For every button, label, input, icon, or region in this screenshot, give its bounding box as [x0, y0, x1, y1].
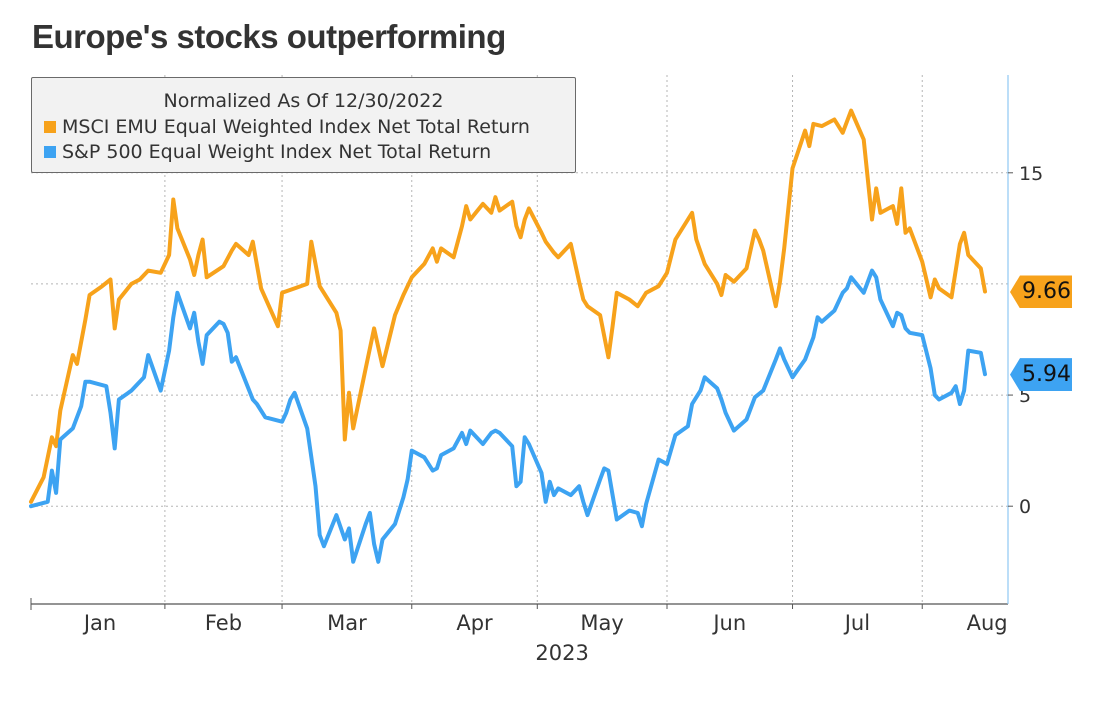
- series-line-msci: [29, 108, 987, 504]
- legend-title: Normalized As Of 12/30/2022: [163, 90, 444, 112]
- legend-label-sp500: S&P 500 Equal Weight Index Net Total Ret…: [62, 141, 492, 163]
- x-tick-label: Feb: [205, 611, 242, 635]
- x-tick-label: May: [580, 611, 623, 635]
- chart-title: Europe's stocks outperforming: [32, 18, 506, 55]
- legend-item-msci: MSCI EMU Equal Weighted Index Net Total …: [44, 115, 530, 139]
- last-value-tag-msci: 9.66: [1010, 275, 1072, 309]
- x-axis-label: 2023: [535, 641, 588, 665]
- last-value-tag-sp500: 5.94: [1010, 358, 1072, 392]
- legend-swatch-sp500: [44, 146, 56, 158]
- chart-axes: [30, 75, 1013, 610]
- x-tick-label: Mar: [327, 611, 367, 635]
- series-line-sp500: [29, 268, 987, 564]
- x-tick-label: Aug: [967, 611, 1008, 635]
- legend-swatch-msci: [44, 121, 56, 133]
- legend-item-sp500: S&P 500 Equal Weight Index Net Total Ret…: [44, 140, 491, 164]
- y-tick-label: 0: [1019, 496, 1031, 518]
- x-tick-label: Apr: [456, 611, 493, 635]
- x-tick-label: Jan: [82, 611, 116, 635]
- x-tick-label: Jun: [711, 611, 746, 635]
- series-lines: [29, 108, 987, 564]
- x-tick-label: Jul: [843, 611, 870, 635]
- y-tick-label: 15: [1019, 163, 1043, 185]
- grid-lines: [31, 75, 1008, 604]
- chart-legend: Normalized As Of 12/30/2022 MSCI EMU Equ…: [31, 77, 576, 173]
- legend-label-msci: MSCI EMU Equal Weighted Index Net Total …: [62, 116, 530, 138]
